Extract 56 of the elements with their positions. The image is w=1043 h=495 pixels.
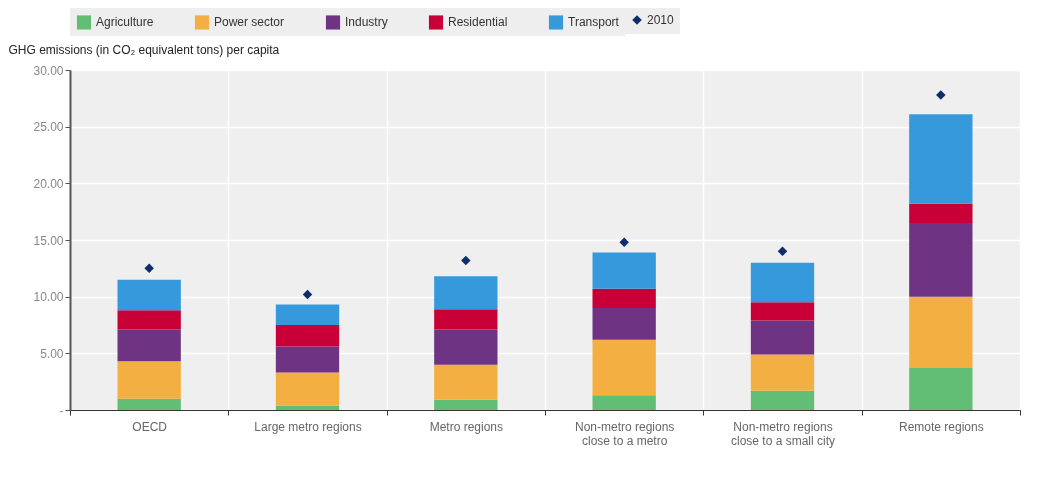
bar xyxy=(592,288,656,308)
bar xyxy=(434,329,498,365)
bar xyxy=(117,329,181,362)
bar xyxy=(750,390,815,410)
point xyxy=(936,90,946,100)
point xyxy=(461,255,471,266)
bar xyxy=(275,372,340,406)
bar xyxy=(434,364,498,400)
legend-label: Industry xyxy=(345,15,388,30)
point xyxy=(302,289,313,300)
y-tick-label: 5.00 xyxy=(40,346,64,361)
point xyxy=(777,246,788,257)
bar xyxy=(275,346,340,373)
bar xyxy=(909,296,973,369)
bar xyxy=(434,399,498,410)
bar xyxy=(275,405,340,410)
bar xyxy=(117,398,181,410)
point xyxy=(619,237,629,248)
bar xyxy=(909,203,973,223)
y-tick-label: 15.00 xyxy=(33,233,64,248)
bar xyxy=(750,320,815,355)
legend-label: 2010 xyxy=(647,13,675,27)
bar xyxy=(117,361,181,399)
legend-label: Power sector xyxy=(214,15,285,30)
bar xyxy=(750,262,815,303)
x-tick-label: Non-metro regions close to a small city xyxy=(730,419,836,448)
legend-label: Agriculture xyxy=(96,15,154,30)
bar xyxy=(750,302,815,321)
bar xyxy=(592,308,656,340)
y-tick-label: 25.00 xyxy=(33,120,64,135)
bar xyxy=(592,395,656,410)
bar xyxy=(592,252,656,289)
bar xyxy=(909,368,973,410)
x-tick-label: Remote regions xyxy=(898,419,984,434)
bar xyxy=(434,276,498,310)
x-tick-label: OECD xyxy=(132,419,168,434)
bar xyxy=(117,279,181,311)
bar xyxy=(275,304,340,325)
x-tick-label: Metro regions xyxy=(429,419,504,434)
bar xyxy=(117,310,181,330)
y-tick-label: 10.00 xyxy=(33,290,64,305)
bar xyxy=(750,354,815,391)
y-tick-label: 30.00 xyxy=(33,63,64,78)
bar xyxy=(909,114,973,204)
y-tick-label: - xyxy=(59,403,64,418)
bar xyxy=(434,309,498,330)
bar xyxy=(909,223,973,297)
x-tick-label: Non-metro regions close to a metro xyxy=(574,419,675,448)
y-axis-title: GHG emissions (in CO₂ equivalent tons) per capita xyxy=(8,42,280,57)
bar xyxy=(275,325,340,347)
bar xyxy=(592,339,656,396)
point xyxy=(144,263,154,274)
x-tick-label: Large metro regions xyxy=(254,419,362,434)
y-tick-label: 20.00 xyxy=(33,176,64,191)
legend-label: Residential xyxy=(448,15,508,30)
legend-label: Transport xyxy=(568,15,620,30)
